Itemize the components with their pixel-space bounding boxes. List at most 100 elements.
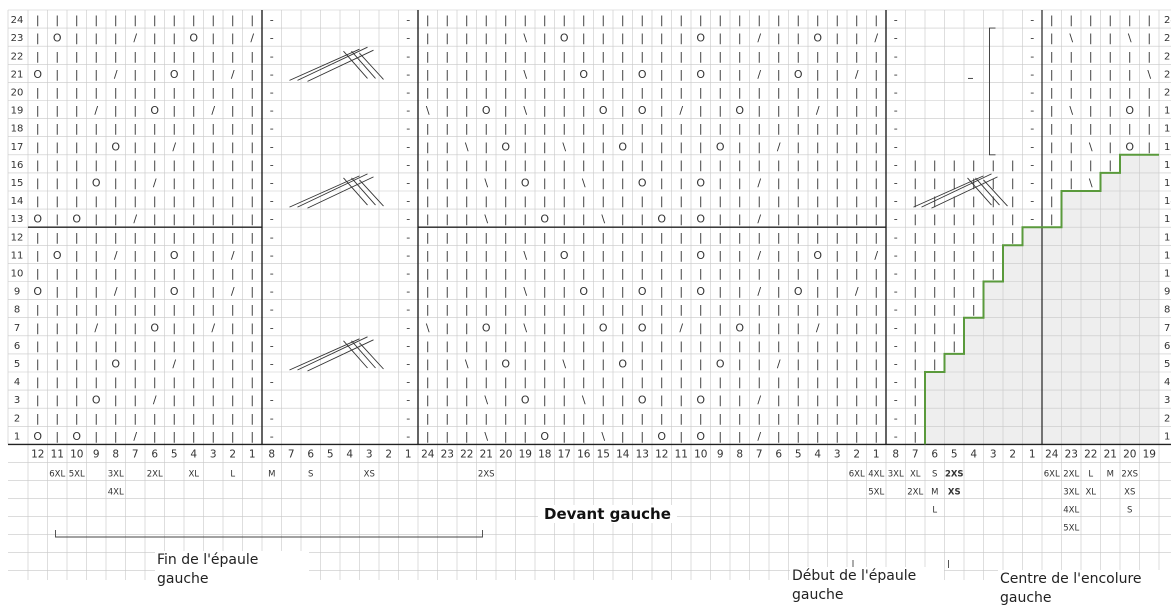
knit-symbol: | [250, 339, 254, 352]
knit-symbol: | [55, 285, 59, 298]
knit-symbol: | [250, 394, 254, 407]
knit-symbol: | [660, 376, 664, 389]
purl-symbol: - [406, 303, 410, 316]
knit-symbol: | [75, 231, 79, 244]
yarn-over-symbol: O [638, 176, 647, 189]
knit-symbol: | [660, 86, 664, 99]
knit-symbol: | [816, 68, 820, 81]
knit-symbol: | [211, 285, 215, 298]
knit-symbol: | [679, 176, 683, 189]
knit-symbol: | [484, 32, 488, 45]
knit-symbol: | [172, 376, 176, 389]
purl-symbol: - [1030, 195, 1034, 208]
knit-symbol: | [465, 339, 469, 352]
knit-symbol: | [231, 430, 235, 443]
knit-symbol: | [211, 249, 215, 262]
knit-symbol: | [114, 231, 118, 244]
knit-symbol: | [582, 104, 586, 117]
knit-symbol: | [1108, 68, 1112, 81]
knit-symbol: | [855, 231, 859, 244]
knit-symbol: | [582, 412, 586, 425]
knit-symbol: | [543, 321, 547, 334]
stitch-number: 6 [151, 448, 158, 460]
stitch-number: 11 [51, 448, 64, 460]
knit-symbol: | [621, 213, 625, 226]
knit-symbol: | [621, 14, 625, 27]
k2tog-symbol: / [211, 104, 215, 117]
knit-symbol: | [250, 412, 254, 425]
knit-symbol: | [250, 14, 254, 27]
knit-symbol: | [855, 104, 859, 117]
k2tog-symbol: / [211, 321, 215, 334]
knit-symbol: | [504, 303, 508, 316]
knit-symbol: | [211, 195, 215, 208]
knit-symbol: | [153, 14, 157, 27]
knit-symbol: | [874, 357, 878, 370]
purl-symbol: - [1030, 122, 1034, 135]
size-label: 2XS [945, 469, 964, 479]
knit-symbol: | [855, 303, 859, 316]
knit-symbol: | [952, 158, 956, 171]
size-label: XS [948, 487, 961, 497]
row-number-right: 15 [1164, 178, 1171, 189]
yarn-over-symbol: O [813, 32, 822, 45]
knit-symbol: | [952, 285, 956, 298]
k2tog-symbol: / [757, 285, 761, 298]
knit-symbol: | [114, 14, 118, 27]
knit-symbol: | [718, 32, 722, 45]
knit-symbol: | [55, 394, 59, 407]
knit-symbol: | [192, 176, 196, 189]
stitch-number: 4 [814, 448, 821, 460]
ssk-symbol: \ [465, 357, 469, 370]
caption-neckline-center: Centre de l'encolure gauche [998, 570, 1171, 608]
knit-symbol: | [114, 50, 118, 63]
knit-symbol: | [699, 122, 703, 135]
k2tog-symbol: / [855, 285, 859, 298]
knit-symbol: | [738, 32, 742, 45]
yarn-over-symbol: O [579, 68, 588, 81]
stitch-number: 21 [1104, 448, 1117, 460]
knit-symbol: | [777, 231, 781, 244]
knit-symbol: | [952, 321, 956, 334]
k2tog-symbol: / [757, 176, 761, 189]
knit-symbol: | [582, 213, 586, 226]
knit-symbol: | [972, 195, 976, 208]
stitch-number: 4 [970, 448, 977, 460]
knit-symbol: | [796, 376, 800, 389]
knit-symbol: | [601, 267, 605, 280]
size-label: XL [910, 469, 921, 479]
stitch-number: 8 [268, 448, 275, 460]
knit-symbol: | [738, 394, 742, 407]
knit-symbol: | [777, 249, 781, 262]
knit-symbol: | [816, 430, 820, 443]
knit-symbol: | [835, 32, 839, 45]
knit-symbol: | [153, 122, 157, 135]
knit-symbol: | [426, 176, 430, 189]
knit-symbol: | [445, 195, 449, 208]
knit-symbol: | [1050, 32, 1054, 45]
knit-symbol: | [835, 249, 839, 262]
knit-symbol: | [855, 249, 859, 262]
purl-symbol: - [1030, 104, 1034, 117]
row-number-right: 6 [1164, 341, 1170, 352]
knit-symbol: | [913, 176, 917, 189]
row-number-left: 23 [11, 33, 24, 44]
knit-symbol: | [796, 176, 800, 189]
knit-symbol: | [640, 231, 644, 244]
purl-symbol: - [270, 394, 274, 407]
knit-symbol: | [1089, 104, 1093, 117]
knit-symbol: | [231, 14, 235, 27]
knit-symbol: | [913, 158, 917, 171]
stitch-number: 5 [171, 448, 178, 460]
knit-symbol: | [36, 140, 40, 153]
knit-symbol: | [562, 176, 566, 189]
purl-symbol: - [270, 14, 274, 27]
ssk-symbol: \ [601, 430, 605, 443]
knit-symbol: | [192, 158, 196, 171]
knit-symbol: | [660, 176, 664, 189]
knit-symbol: | [621, 122, 625, 135]
knit-symbol: | [874, 285, 878, 298]
size-label: 3XL [888, 469, 904, 479]
stitch-number: 24 [1045, 448, 1059, 460]
knit-symbol: | [426, 339, 430, 352]
